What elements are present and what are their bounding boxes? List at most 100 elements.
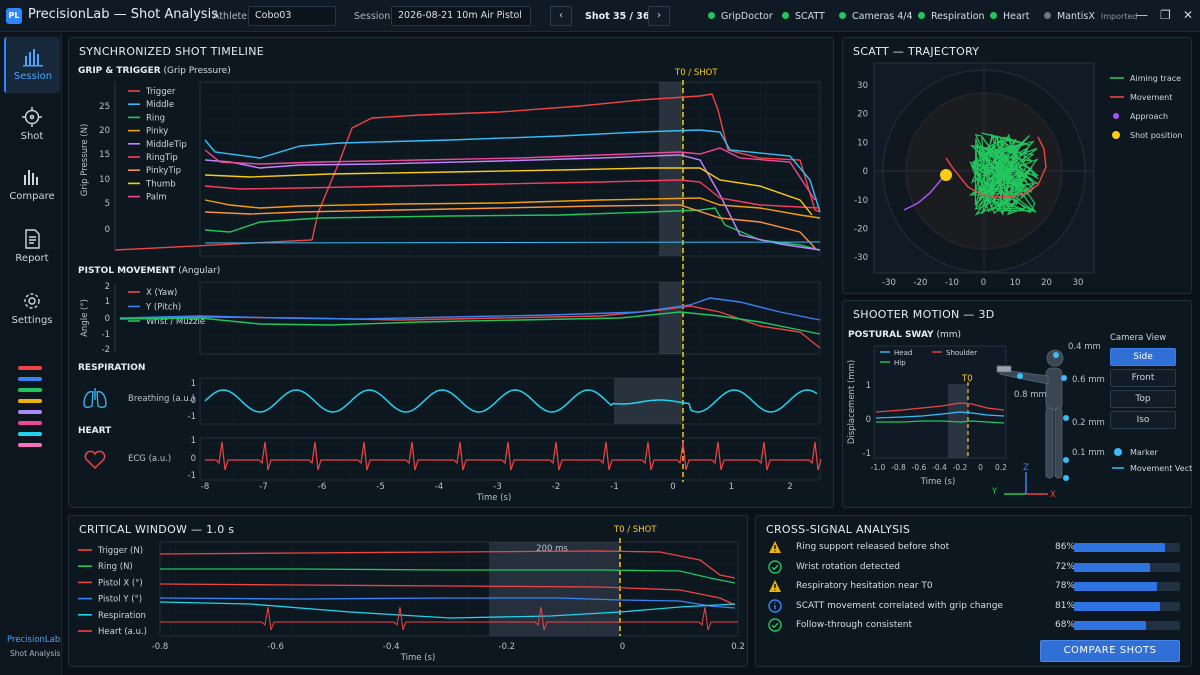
legend-label: Wrist / Muzzle xyxy=(146,317,205,327)
timeline-xtick: -6 xyxy=(318,482,326,492)
color-swatch xyxy=(18,410,42,414)
annot-hip: 0.2 mm xyxy=(1072,418,1105,428)
legend-label: Trigger xyxy=(145,87,176,97)
status-label: Cameras 4/4 xyxy=(852,11,913,22)
sway-xtick: 0 xyxy=(978,463,983,472)
status-label: Respiration xyxy=(931,11,985,22)
camera-side-button[interactable]: Side xyxy=(1110,348,1176,366)
next-shot-button[interactable]: › xyxy=(648,6,670,26)
status-dot-icon xyxy=(839,12,846,19)
sidebar-item-session[interactable]: Session xyxy=(4,37,60,93)
timeline-xtick: 2 xyxy=(787,482,792,492)
grip-subtitle: GRIP & TRIGGER (Grip Pressure) xyxy=(78,66,231,76)
scatt-ytick: 0 xyxy=(863,167,868,177)
color-swatch xyxy=(18,377,42,381)
legend-label: Shoulder xyxy=(946,349,977,357)
annot-arm: 0.8 mm xyxy=(1014,390,1047,400)
color-swatch xyxy=(18,399,42,403)
legend-label: RingTip xyxy=(146,153,178,163)
axis-z-label: Z xyxy=(1023,463,1029,473)
marker-legend-icon xyxy=(1114,448,1122,456)
athlete-field[interactable]: Cobo03 xyxy=(248,6,336,26)
legend-label: Palm xyxy=(146,193,167,203)
analysis-confidence-bar xyxy=(1074,543,1180,552)
grip-ytick: 0 xyxy=(105,225,110,235)
grip-subtitle-text: (Grip Pressure) xyxy=(163,66,231,76)
marker-icon xyxy=(1053,352,1059,358)
sway-xtick: -1.0 xyxy=(871,463,886,472)
close-button[interactable]: ✕ xyxy=(1183,8,1194,22)
analysis-percent: 78% xyxy=(1054,581,1075,591)
marker-dots xyxy=(1017,352,1069,481)
motion-title: SHOOTER MOTION — 3D xyxy=(853,308,995,321)
timeline-xtick: -2 xyxy=(552,482,560,492)
confidence-fill xyxy=(1074,562,1151,572)
ecg-label: ECG (a.u.) xyxy=(128,454,171,464)
warning-icon xyxy=(768,579,782,593)
respiration-title-text: RESPIRATION xyxy=(78,363,146,373)
session-field[interactable]: 2026-08-21 10m Air Pistol xyxy=(391,6,531,26)
sidebar-item-report[interactable]: Report xyxy=(4,219,60,275)
grip-title: GRIP & TRIGGER xyxy=(78,66,161,76)
status-dot-icon xyxy=(1044,12,1051,19)
compare-shots-button[interactable]: COMPARE SHOTS xyxy=(1040,640,1180,662)
gear-icon xyxy=(24,293,40,309)
movement-ytick: -2 xyxy=(102,345,110,355)
status-dot-icon xyxy=(708,12,715,19)
legend-label: X (Yaw) xyxy=(146,288,177,298)
app-title: PrecisionLab — Shot Analysis xyxy=(28,7,218,22)
scatt-chart: 30 20 10 0 -10 -20 -30 -30 -20 -10 0 10 20 30 Aiming … xyxy=(854,62,1182,288)
analysis-text: Ring support released before shot xyxy=(796,542,950,552)
critical-panel: CRITICAL WINDOW — 1.0 s xyxy=(68,515,748,667)
shot-position-marker xyxy=(940,169,952,181)
pinkytip-trace xyxy=(204,204,816,249)
timeline-xtick: -1 xyxy=(610,482,618,492)
sidebar-item-settings[interactable]: Settings xyxy=(4,281,60,337)
color-swatch xyxy=(18,432,42,436)
movement-shot-window xyxy=(659,282,683,354)
legend-label: Y (Pitch) xyxy=(145,303,181,313)
sidebar-item-compare[interactable]: Compare xyxy=(4,157,60,213)
marker-icon xyxy=(1063,475,1069,481)
check-circle-icon xyxy=(768,559,782,574)
top-bar: PL PrecisionLab — Shot Analysis Athlete … xyxy=(0,0,1200,32)
analysis-row: Respiratory hesitation near T0 78% xyxy=(768,578,1182,596)
sidebar: Session Shot Compare Report Settings Pre… xyxy=(0,33,62,675)
sway-xtick: -0.8 xyxy=(891,463,906,472)
camera-top-button[interactable]: Top xyxy=(1110,390,1176,408)
timeline-xtick: -8 xyxy=(201,482,209,492)
camera-front-button[interactable]: Front xyxy=(1110,369,1176,387)
prev-shot-button[interactable]: ‹ xyxy=(550,6,572,26)
sway-ylabel: Displacement (mm) xyxy=(847,360,857,444)
respiration-plot-area xyxy=(199,377,821,425)
grip-ytick: 10 xyxy=(99,175,110,185)
status-label: MantisX xyxy=(1057,11,1095,22)
compare-bars-icon xyxy=(24,170,38,185)
scatt-ytick: -30 xyxy=(854,253,868,263)
sway-t0-label: T0 xyxy=(961,374,973,384)
camera-iso-button[interactable]: Iso xyxy=(1110,411,1176,429)
sway-xtick: -0.6 xyxy=(912,463,927,472)
sidebar-brand-sub: Shot Analysis xyxy=(10,649,61,658)
analysis-confidence-bar xyxy=(1074,601,1180,611)
status-cameras-4-4: Cameras 4/4 xyxy=(839,11,913,22)
scatt-xtick: 30 xyxy=(1073,278,1084,288)
shot-counter: Shot 35 / 36 xyxy=(585,11,650,22)
movement-yticks: 2 1 0 -1 -2 xyxy=(102,282,110,355)
pinky-trace xyxy=(204,197,821,219)
warning-icon xyxy=(768,540,782,554)
maximize-button[interactable]: ❐ xyxy=(1160,8,1171,22)
minimize-button[interactable]: — xyxy=(1136,8,1148,22)
critical-title: CRITICAL WINDOW — 1.0 s xyxy=(79,523,235,536)
info-icon xyxy=(768,598,782,613)
shoulder-trace xyxy=(875,402,1005,413)
confidence-fill xyxy=(1074,582,1157,591)
scatt-ytick: 20 xyxy=(857,110,868,120)
marker-icon xyxy=(1063,457,1069,463)
grip-traces xyxy=(114,93,821,251)
sway-ytick: -1 xyxy=(863,449,871,459)
sidebar-item-shot[interactable]: Shot xyxy=(4,97,60,153)
axis-y-label: Y xyxy=(991,487,998,497)
scatt-title: SCATT — TRAJECTORY xyxy=(853,45,980,58)
movement-subtitle-text: (Angular) xyxy=(178,266,221,276)
